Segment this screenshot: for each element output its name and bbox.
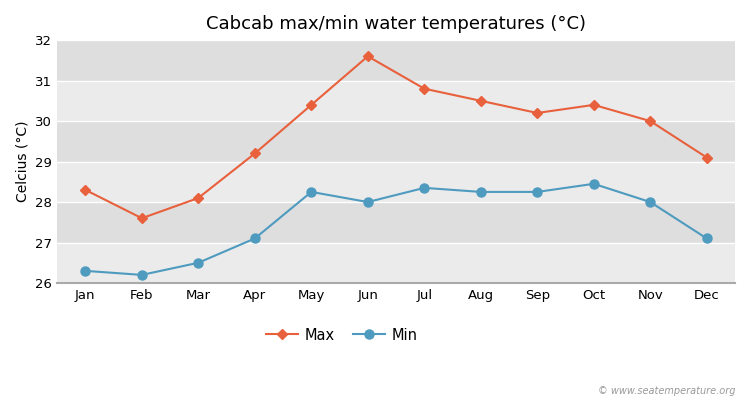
Min	[590, 182, 598, 186]
Max	[476, 98, 485, 103]
Min	[137, 272, 146, 277]
Min	[702, 236, 711, 241]
Title: Cabcab max/min water temperatures (°C): Cabcab max/min water temperatures (°C)	[206, 15, 586, 33]
Max	[137, 216, 146, 221]
Max	[702, 155, 711, 160]
Line: Min: Min	[81, 179, 711, 280]
Min	[646, 200, 655, 204]
Min	[81, 268, 90, 273]
Bar	[57, 80, 735, 121]
Max	[194, 196, 202, 200]
Bar	[57, 121, 735, 162]
Line: Max: Max	[82, 52, 710, 222]
Legend: Max, Min: Max, Min	[260, 322, 424, 348]
Max	[81, 188, 90, 192]
Bar	[57, 162, 735, 202]
Bar	[57, 202, 735, 242]
Min	[363, 200, 372, 204]
Max	[590, 102, 598, 107]
Bar	[57, 242, 735, 283]
Max	[420, 86, 429, 91]
Max	[307, 102, 316, 107]
Max	[363, 54, 372, 59]
Max	[646, 119, 655, 124]
Max	[251, 151, 260, 156]
Min	[476, 190, 485, 194]
Y-axis label: Celcius (°C): Celcius (°C)	[15, 121, 29, 202]
Min	[420, 186, 429, 190]
Max	[532, 110, 542, 115]
Min	[307, 190, 316, 194]
Min	[532, 190, 542, 194]
Min	[194, 260, 202, 265]
Text: © www.seatemperature.org: © www.seatemperature.org	[598, 386, 735, 396]
Min	[251, 236, 260, 241]
Bar	[57, 40, 735, 80]
